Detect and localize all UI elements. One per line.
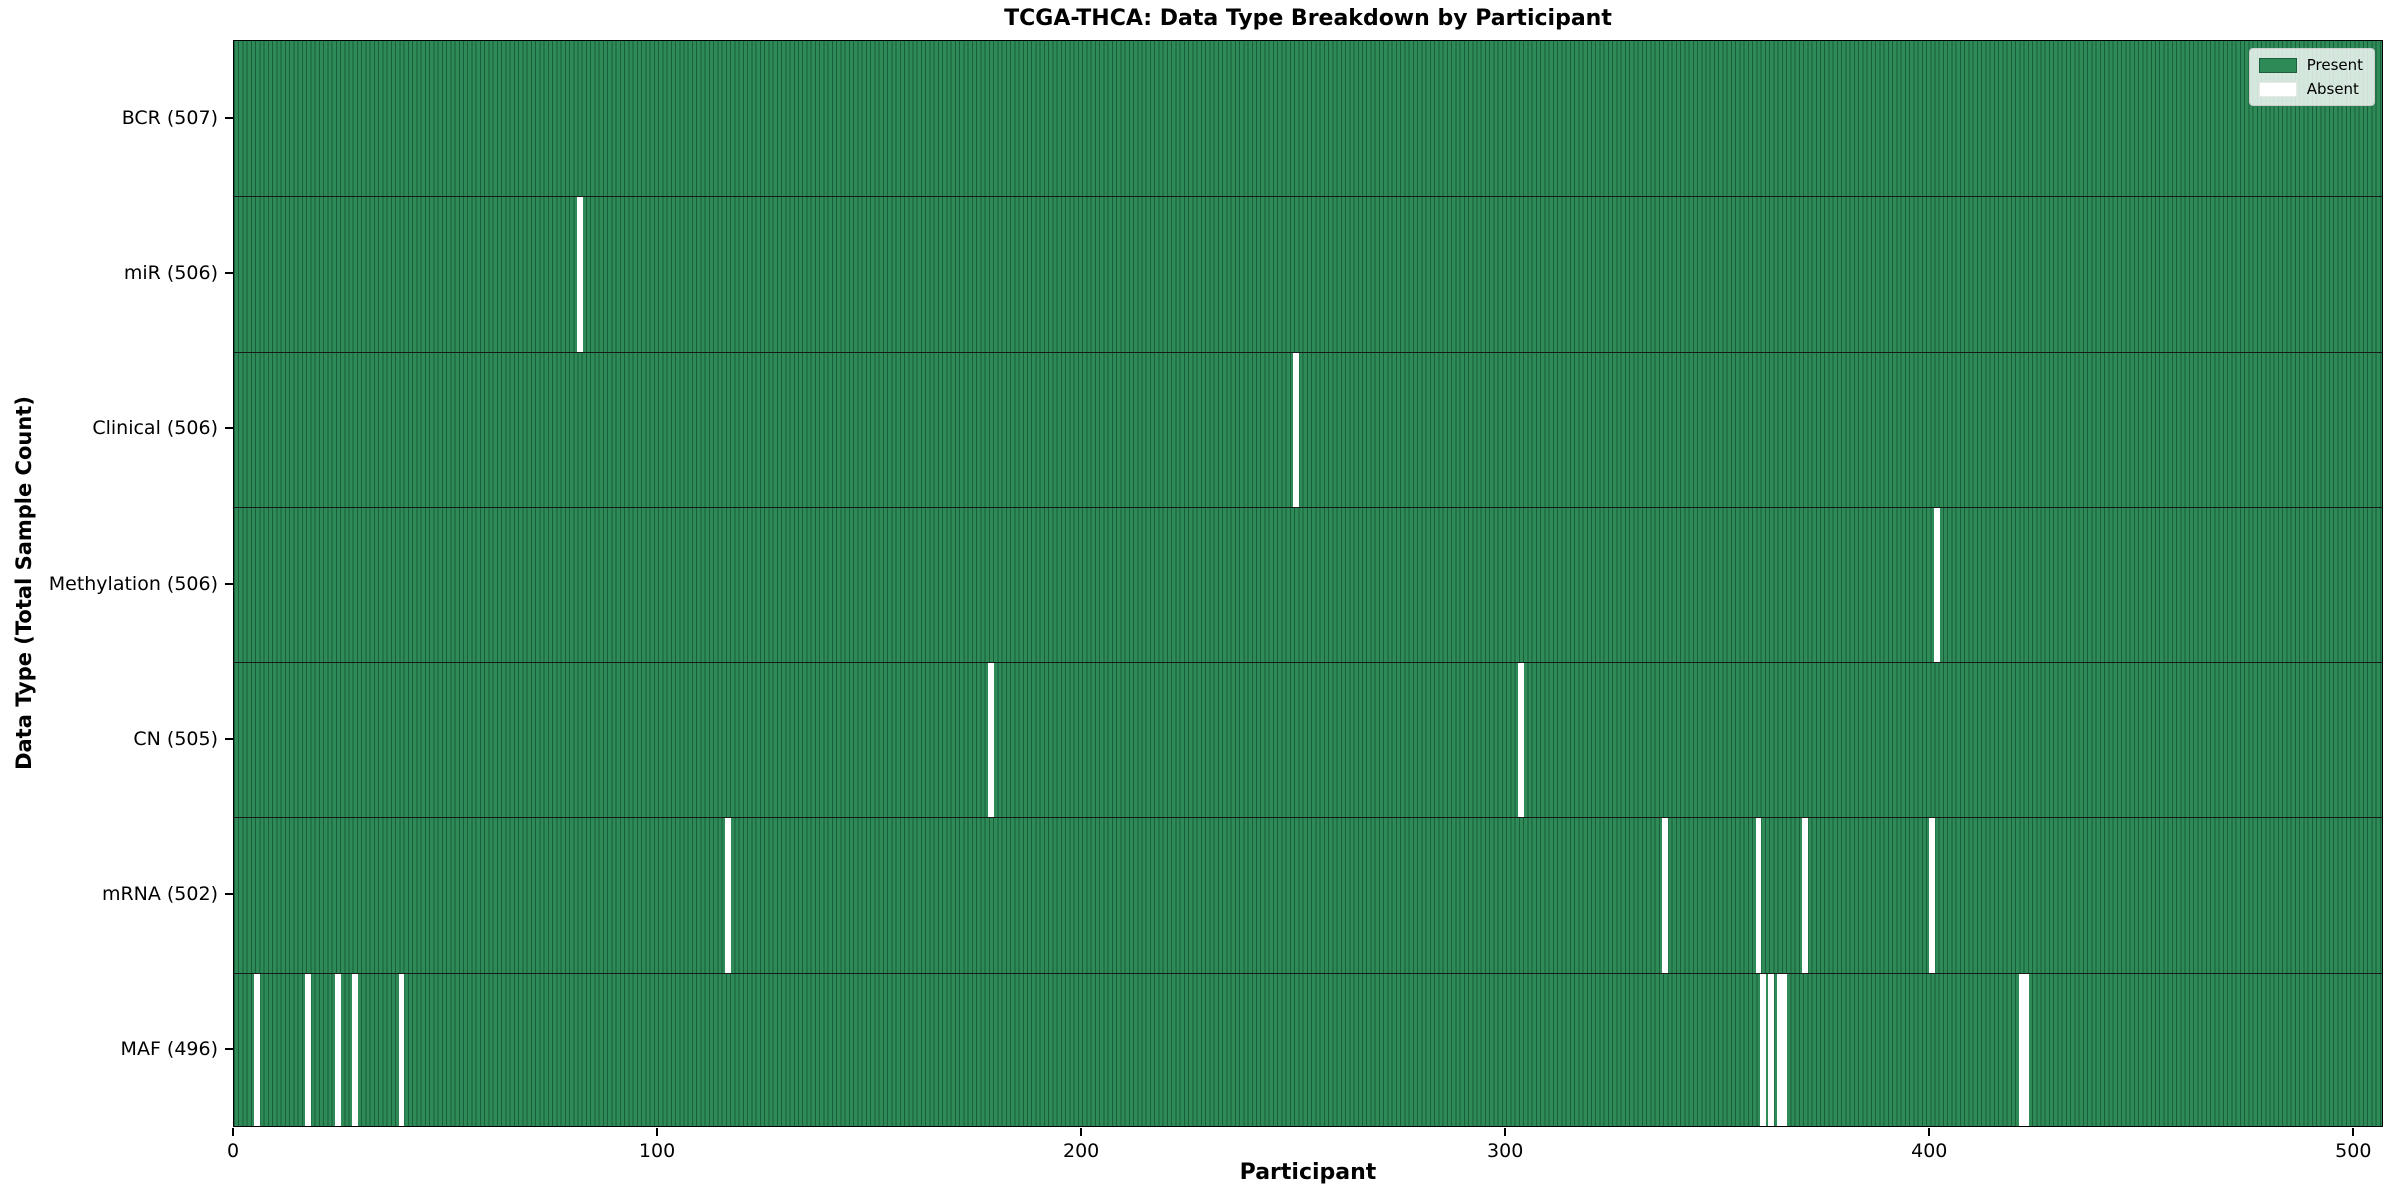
- absent-gap-maf-365: [1781, 973, 1787, 1126]
- row-bcr: [234, 41, 2382, 197]
- x-tick-label-500: 500: [2335, 1140, 2372, 1162]
- x-tick-label-100: 100: [638, 1140, 676, 1162]
- y-tick-label-clinical: Clinical (506): [92, 417, 218, 440]
- absent-gap-maf-24: [334, 973, 341, 1126]
- legend-label-absent: Absent: [2306, 80, 2359, 98]
- absent-gap-maf-362: [1768, 973, 1775, 1126]
- legend-item-absent: Absent: [2258, 80, 2363, 98]
- row-clinical: [234, 351, 2382, 507]
- absent-gap-mrna-400: [1929, 818, 1936, 973]
- y-tick-label-mir: miR (506): [123, 261, 218, 284]
- y-tick-mark: [225, 582, 233, 585]
- absent-gap-clinical-250: [1293, 352, 1300, 507]
- legend-swatch-present: [2258, 57, 2297, 73]
- y-tick-mark: [225, 737, 233, 740]
- absent-gap-maf-28: [351, 973, 358, 1126]
- absent-gap-maf-422: [2022, 973, 2029, 1126]
- absent-gap-maf-421: [2018, 973, 2025, 1126]
- x-tick-mark: [2352, 1128, 2355, 1136]
- x-tick-label-0: 0: [226, 1140, 240, 1162]
- absent-gap-cn-303: [1518, 663, 1524, 818]
- x-tick-mark: [1080, 1128, 1083, 1136]
- absent-gap-mrna-370: [1802, 818, 1809, 973]
- row-cn: [234, 662, 2382, 818]
- absent-gap-cn-178: [988, 663, 994, 818]
- y-tick-mark: [225, 116, 233, 119]
- y-tick-label-bcr: BCR (507): [121, 106, 218, 129]
- absent-gap-methylation-401: [1933, 507, 1940, 663]
- absent-gap-maf-364: [1776, 973, 1783, 1126]
- absent-gap-maf-5: [254, 973, 261, 1126]
- legend-label-present: Present: [2306, 56, 2363, 74]
- x-tick-label-200: 200: [1062, 1140, 1100, 1162]
- row-mir: [234, 196, 2382, 352]
- y-tick-label-cn: CN (505): [133, 727, 218, 750]
- y-tick-mark: [225, 1048, 233, 1051]
- y-tick-label-mrna: mRNA (502): [101, 883, 218, 906]
- legend-item-present: Present: [2258, 56, 2363, 74]
- x-tick-label-400: 400: [1911, 1140, 1948, 1162]
- row-mrna: [234, 817, 2382, 973]
- row-methylation: [234, 506, 2382, 663]
- legend-swatch-absent: [2258, 81, 2297, 97]
- y-tick-mark: [225, 271, 233, 274]
- x-axis-title: Participant: [1239, 1160, 1377, 1185]
- legend: Present Absent: [2248, 48, 2375, 106]
- y-tick-label-methylation: Methylation (506): [48, 572, 218, 595]
- absent-gap-mrna-116: [725, 818, 731, 973]
- x-tick-mark: [656, 1128, 659, 1136]
- absent-gap-mrna-359: [1755, 818, 1762, 973]
- absent-gap-mrna-337: [1662, 818, 1669, 973]
- absent-gap-mir-81: [576, 197, 583, 352]
- x-tick-mark: [232, 1128, 234, 1136]
- plot-area: Present Absent: [233, 40, 2383, 1127]
- y-tick-mark: [225, 893, 233, 896]
- x-tick-mark: [1504, 1128, 1507, 1136]
- absent-gap-maf-17: [305, 973, 312, 1126]
- absent-gap-maf-39: [398, 973, 405, 1126]
- row-maf: [234, 972, 2382, 1126]
- absent-gap-maf-360: [1759, 973, 1766, 1126]
- chart-title: TCGA-THCA: Data Type Breakdown by Partic…: [1004, 6, 1612, 31]
- y-tick-label-maf: MAF (496): [120, 1038, 218, 1061]
- x-tick-label-300: 300: [1487, 1140, 1524, 1162]
- x-tick-mark: [1928, 1128, 1931, 1136]
- y-tick-mark: [225, 427, 233, 430]
